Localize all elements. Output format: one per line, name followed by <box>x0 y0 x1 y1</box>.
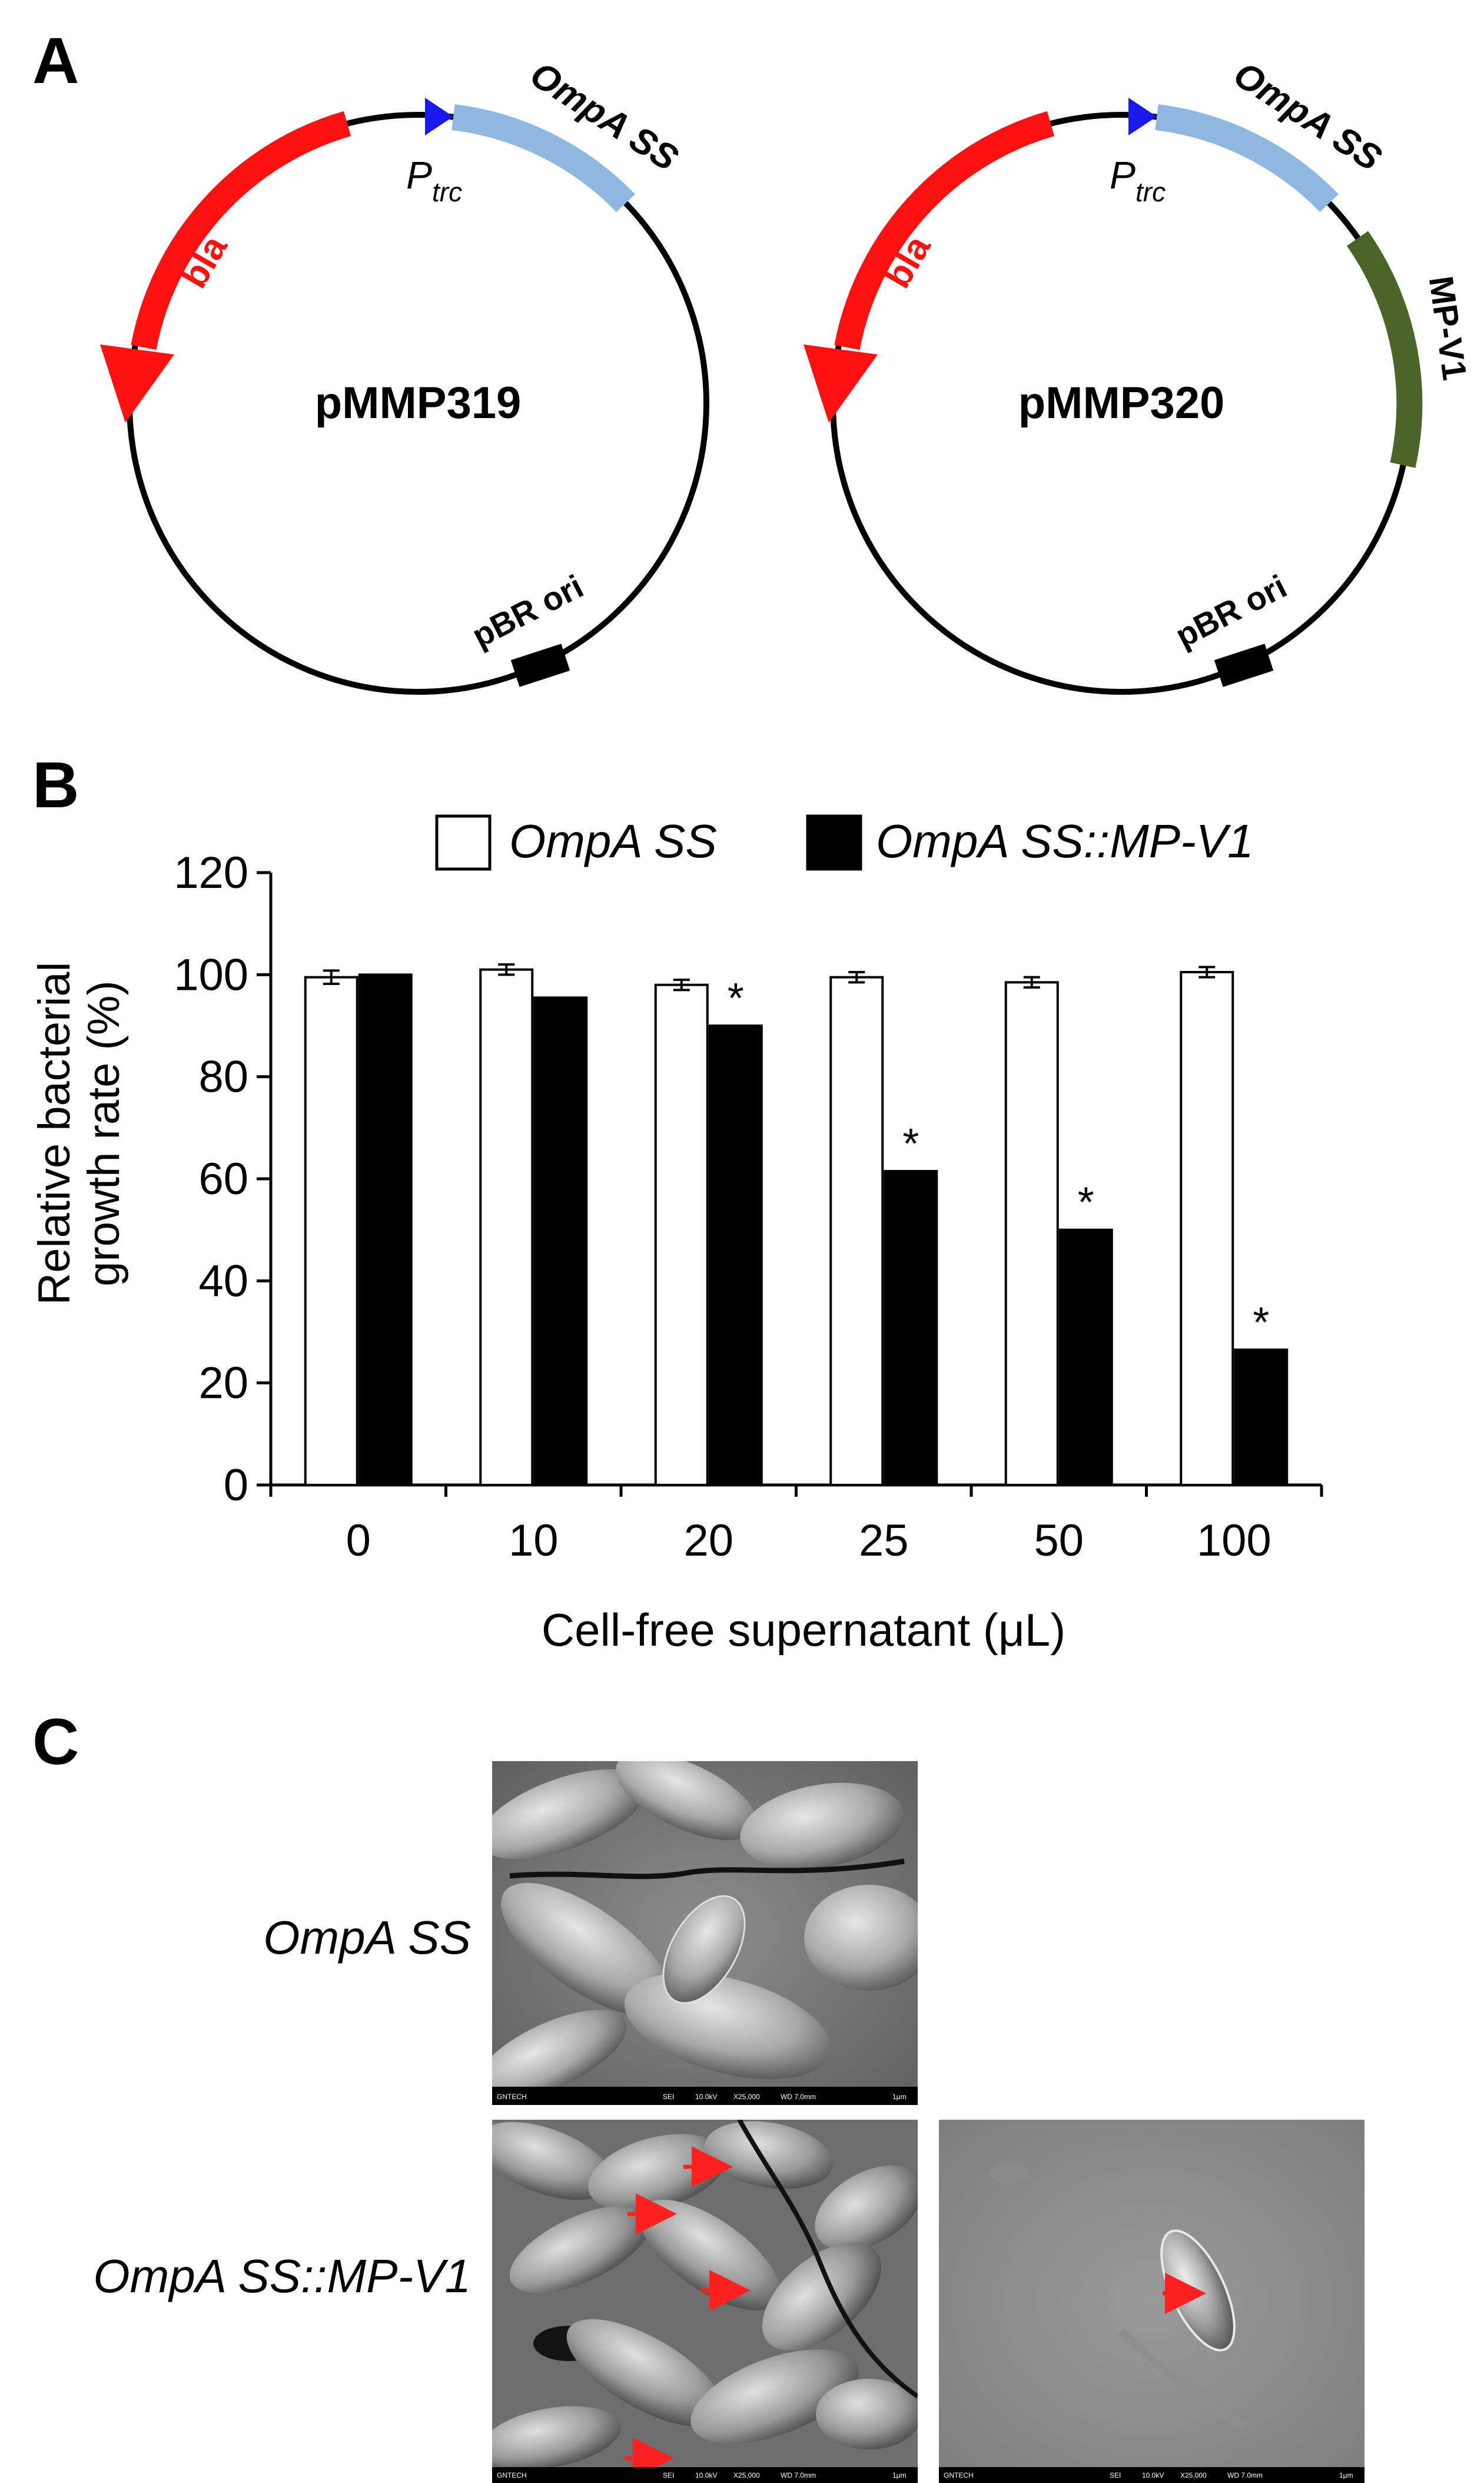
sem-footer-working-distance: WD 7.0mm <box>1227 2471 1263 2479</box>
bar-ompa-ss-mp-v1 <box>533 996 588 1487</box>
sem-footer-mode: SEI <box>663 2471 674 2479</box>
insert-label: MP-V1 <box>1422 274 1474 383</box>
bar-ompa-ss <box>304 976 358 1486</box>
sem-micrograph: GNTECH SEI 10.0kV X25,000 WD 7.0mm 1μm <box>492 1761 918 2105</box>
sem-image-ompa-ss: GNTECH SEI 10.0kV X25,000 WD 7.0mm 1μm <box>492 1761 918 2105</box>
plasmid-pmmp319: pMMP319 bla OmpA SS Ptrc pBR ori <box>100 54 709 695</box>
legend-swatch-ompa-ss <box>435 814 492 871</box>
promoter-triangle <box>1128 98 1157 135</box>
x-tick-label: 100 <box>1197 1516 1271 1566</box>
y-tick-label: 120 <box>174 848 248 898</box>
y-tick-label: 60 <box>198 1154 248 1204</box>
plasmid-name: pMMP319 <box>315 378 522 428</box>
significance-asterisk: * <box>902 1121 919 1168</box>
ori-label: pBR ori <box>1170 568 1293 655</box>
sem-footer-scale: 1μm <box>1339 2471 1353 2479</box>
promoter-letter: P <box>406 153 432 197</box>
ori-block <box>510 644 570 687</box>
sem-footer-lab: GNTECH <box>497 2093 527 2101</box>
y-tick-label: 40 <box>198 1256 248 1306</box>
sem-footer-magnification: X25,000 <box>1180 2471 1207 2479</box>
y-tick-label: 80 <box>198 1052 248 1102</box>
sem-row-label-ompa-ss-mp-v1: OmpA SS::MP-V1 <box>93 2250 471 2302</box>
plasmid-pmmp320: pMMP320 bla OmpA SS MP-V1 Ptrc pBR ori <box>804 54 1474 695</box>
sem-footer-working-distance: WD 7.0mm <box>781 2093 816 2101</box>
bars: * * * * <box>304 963 1289 1487</box>
promoter-subscript: trc <box>432 177 462 207</box>
ori-label: pBR ori <box>466 568 589 655</box>
significance-asterisk: * <box>728 975 744 1022</box>
sem-footer-voltage: 10.0kV <box>695 2093 717 2101</box>
bar-ompa-ss <box>1180 971 1234 1486</box>
promoter-label: Ptrc <box>406 153 462 207</box>
x-tick-label: 0 <box>346 1516 371 1566</box>
promoter-letter: P <box>1110 153 1136 197</box>
sem-footer-scale: 1μm <box>892 2093 907 2101</box>
signal-label: OmpA SS <box>523 54 685 179</box>
plasmid-maps: pMMP319 bla OmpA SS Ptrc pBR ori pMMP320… <box>100 54 1474 695</box>
x-tick-label: 10 <box>509 1516 559 1566</box>
bar-ompa-ss-mp-v1 <box>708 1025 763 1486</box>
sem-image-ompa-ss-mp-v1-left: GNTECH SEI 10.0kV X25,000 WD 7.0mm 1μm <box>492 2120 918 2483</box>
bar-ompa-ss <box>654 983 709 1486</box>
bla-arrowhead <box>100 344 174 423</box>
x-axis-label: Cell-free supernatant (μL) <box>542 1604 1065 1656</box>
sem-image-ompa-ss-mp-v1-right: GNTECH SEI 10.0kV X25,000 WD 7.0mm 1μm <box>939 2120 1365 2483</box>
x-tick-label: 25 <box>859 1516 909 1566</box>
x-axis: 0 10 20 25 50 100 <box>269 1483 1323 1566</box>
sem-footer-lab: GNTECH <box>944 2471 974 2479</box>
bla-arrowhead <box>804 344 878 423</box>
chart-legend: OmpA SS OmpA SS::MP-V1 <box>435 814 1254 871</box>
panel-label-b: B <box>32 749 79 821</box>
sem-footer-lab: GNTECH <box>497 2471 527 2479</box>
legend-label-ompa-ss: OmpA SS <box>509 815 717 867</box>
significance-asterisk: * <box>1078 1179 1094 1226</box>
legend-label-ompa-ss-mp-v1: OmpA SS::MP-V1 <box>876 815 1254 867</box>
sem-footer-voltage: 10.0kV <box>695 2471 717 2479</box>
ori-block <box>1214 644 1274 687</box>
bla-gene-segment <box>131 111 351 350</box>
sem-footer-mode: SEI <box>663 2093 674 2101</box>
signal-label: OmpA SS <box>1226 54 1388 179</box>
sem-micrograph: GNTECH SEI 10.0kV X25,000 WD 7.0mm 1μm <box>939 2120 1365 2483</box>
y-tick-label: 20 <box>198 1358 248 1408</box>
legend-swatch-ompa-ss-mp-v1 <box>806 814 862 871</box>
bar-ompa-ss-mp-v1 <box>1058 1228 1113 1487</box>
sem-row-label-ompa-ss: OmpA SS <box>263 1911 471 1964</box>
bar-ompa-ss-mp-v1 <box>884 1170 938 1486</box>
x-tick-label: 50 <box>1034 1516 1084 1566</box>
promoter-subscript: trc <box>1136 177 1166 207</box>
bar-ompa-ss-mp-v1 <box>358 973 413 1487</box>
panel-label-a: A <box>32 25 79 97</box>
promoter-label: Ptrc <box>1110 153 1166 207</box>
signal-sequence-segment <box>1155 104 1339 213</box>
bar-ompa-ss <box>1004 981 1059 1487</box>
y-axis-label-line2: growth rate (%) <box>79 980 129 1287</box>
promoter-triangle <box>425 98 453 135</box>
bar-ompa-ss-mp-v1 <box>1234 1348 1289 1487</box>
y-axis: 0 20 40 60 80 100 120 <box>174 848 273 1510</box>
mp-v1-insert-segment <box>1346 231 1423 468</box>
panel-label-c: C <box>32 1706 79 1778</box>
sem-footer-voltage: 10.0kV <box>1142 2471 1164 2479</box>
x-tick-label: 20 <box>683 1516 733 1566</box>
plasmid-name: pMMP320 <box>1018 378 1225 428</box>
y-axis-label-line1: Relative bacterial <box>29 962 79 1305</box>
bar-ompa-ss <box>479 968 534 1486</box>
sem-micrograph: GNTECH SEI 10.0kV X25,000 WD 7.0mm 1μm <box>492 2120 918 2483</box>
signal-sequence-segment <box>451 104 635 213</box>
y-tick-label: 0 <box>224 1460 248 1510</box>
y-tick-label: 100 <box>174 950 248 1000</box>
growth-rate-bar-chart: OmpA SS OmpA SS::MP-V1 Relative bacteria… <box>29 814 1323 1656</box>
bla-gene-segment <box>834 111 1055 350</box>
significance-asterisk: * <box>1253 1299 1269 1346</box>
sem-footer-magnification: X25,000 <box>733 2471 760 2479</box>
sem-footer-mode: SEI <box>1110 2471 1121 2479</box>
sem-footer-scale: 1μm <box>892 2471 907 2479</box>
sem-footer-magnification: X25,000 <box>733 2093 760 2101</box>
bar-ompa-ss <box>829 976 884 1486</box>
sem-footer-working-distance: WD 7.0mm <box>781 2471 816 2479</box>
